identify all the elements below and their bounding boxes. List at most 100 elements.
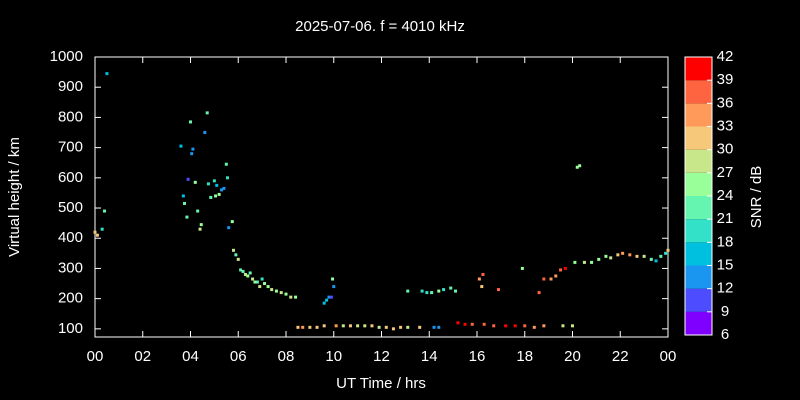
point: [332, 285, 336, 289]
point: [181, 194, 185, 198]
point: [301, 325, 305, 329]
colorbar-tick-label: 6: [721, 326, 729, 343]
point: [496, 288, 500, 292]
point: [251, 277, 255, 281]
point: [542, 324, 546, 328]
point: [480, 285, 484, 289]
point: [628, 253, 632, 257]
point: [456, 321, 460, 325]
point: [222, 186, 226, 190]
point: [334, 324, 338, 328]
point: [236, 257, 240, 261]
colorbar-tick-label: 36: [717, 94, 734, 111]
point: [205, 111, 209, 115]
point: [449, 286, 453, 290]
point: [604, 254, 608, 258]
point: [231, 248, 235, 252]
point: [199, 223, 203, 227]
x-tick-label: 06: [230, 348, 247, 365]
point: [325, 298, 329, 302]
x-tick-label: 02: [134, 348, 151, 365]
point: [241, 269, 245, 273]
point: [420, 289, 424, 293]
point: [224, 162, 228, 166]
point: [248, 271, 252, 275]
colorbar-tick-label: 27: [717, 164, 734, 181]
x-tick-label: 20: [564, 348, 581, 365]
point: [289, 295, 293, 299]
point: [363, 324, 367, 328]
point: [616, 253, 620, 257]
y-tick-label: 700: [58, 139, 83, 156]
point: [308, 325, 312, 329]
point: [189, 120, 192, 124]
colorbar-band: [685, 288, 712, 312]
x-tick-label: 00: [660, 348, 677, 365]
y-tick-label: 500: [58, 199, 83, 216]
point: [513, 324, 517, 328]
point: [356, 324, 360, 328]
point: [239, 268, 243, 272]
point: [559, 268, 563, 272]
point: [227, 226, 231, 230]
point: [425, 291, 429, 295]
point: [666, 248, 670, 252]
point: [504, 324, 508, 328]
colorbar-band: [685, 57, 712, 81]
point: [193, 180, 197, 184]
point: [649, 257, 653, 261]
point: [532, 325, 536, 329]
colorbar-tick-label: 21: [717, 210, 734, 227]
y-tick-label: 1000: [50, 48, 83, 65]
point: [621, 251, 625, 255]
point: [191, 147, 195, 151]
colorbar-label: SNR / dB: [748, 166, 765, 229]
point: [217, 192, 221, 196]
point: [406, 325, 410, 329]
colorbar-band: [685, 103, 712, 127]
colorbar-band: [685, 265, 712, 289]
point: [266, 285, 270, 289]
colorbar-band: [685, 172, 712, 196]
point: [190, 152, 194, 156]
point: [406, 289, 410, 293]
point: [437, 289, 441, 293]
point: [196, 209, 200, 213]
point: [664, 251, 668, 255]
colorbar-tick-label: 15: [717, 256, 734, 273]
point: [253, 280, 257, 284]
x-tick-label: 12: [373, 348, 390, 365]
y-tick-label: 300: [58, 259, 83, 276]
point: [477, 277, 481, 281]
x-tick-label: 16: [469, 348, 486, 365]
point: [329, 295, 333, 299]
point: [260, 277, 264, 281]
point: [523, 324, 527, 328]
point: [230, 220, 234, 224]
colorbar-tick-label: 12: [717, 280, 734, 297]
colorbar-band: [685, 149, 712, 173]
point: [274, 289, 278, 293]
point: [430, 291, 434, 295]
point: [220, 188, 224, 192]
point: [226, 176, 230, 180]
point: [215, 183, 219, 187]
x-axis-label: UT Time / hrs: [336, 375, 426, 392]
colorbar-band: [685, 219, 712, 243]
y-axis-label: Virtual height / km: [6, 137, 23, 257]
point: [578, 164, 582, 168]
colorbar-tick-label: 33: [717, 117, 734, 134]
point: [370, 324, 374, 328]
point: [234, 253, 238, 257]
point: [597, 257, 601, 261]
point: [179, 144, 183, 148]
point: [341, 324, 345, 328]
point: [437, 325, 441, 329]
point: [573, 260, 577, 264]
point: [203, 131, 207, 135]
colorbar-band: [685, 242, 712, 266]
point: [542, 277, 546, 281]
point: [331, 277, 335, 281]
point: [554, 274, 558, 278]
